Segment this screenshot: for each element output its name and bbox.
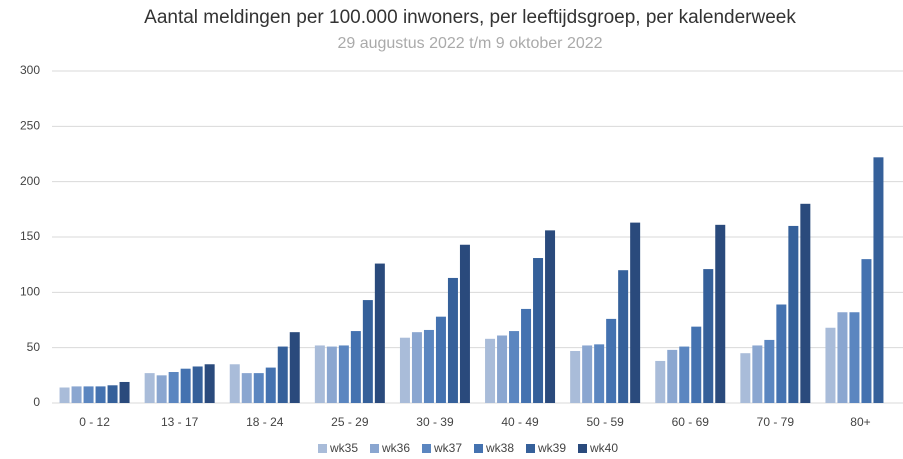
legend-swatch — [578, 444, 587, 453]
bar — [752, 345, 763, 403]
chart-subtitle: 29 augustus 2022 t/m 9 oktober 2022 — [337, 35, 602, 52]
x-tick-label: 80+ — [850, 415, 870, 429]
bar — [265, 367, 276, 403]
bar — [374, 263, 385, 403]
bar — [800, 203, 811, 403]
legend-label: wk37 — [433, 441, 462, 455]
x-tick-label: 60 - 69 — [672, 415, 710, 429]
x-tick-label: 50 - 59 — [586, 415, 624, 429]
bar — [655, 360, 666, 403]
bar — [350, 331, 361, 403]
bar — [715, 224, 726, 403]
chart-title: Aantal meldingen per 100.000 inwoners, p… — [144, 7, 796, 28]
bar — [241, 373, 252, 403]
legend-swatch — [474, 444, 483, 453]
x-tick-label: 0 - 12 — [79, 415, 110, 429]
y-tick-label: 0 — [33, 395, 40, 409]
x-tick-label: 25 - 29 — [331, 415, 369, 429]
bar — [83, 386, 94, 403]
bar — [691, 326, 702, 403]
bar — [618, 270, 629, 403]
bar — [764, 339, 775, 403]
bar — [630, 222, 641, 403]
bar — [606, 318, 617, 403]
y-tick-label: 150 — [20, 229, 40, 243]
x-tick-label: 18 - 24 — [246, 415, 284, 429]
bar — [545, 230, 556, 403]
legend-label: wk38 — [485, 441, 514, 455]
bar — [180, 368, 191, 403]
bar — [667, 349, 678, 403]
bar — [509, 331, 520, 403]
bar — [788, 225, 799, 403]
bar — [861, 259, 872, 403]
bar — [594, 344, 605, 403]
bar — [570, 350, 581, 403]
bar — [679, 346, 690, 403]
x-tick-label: 40 - 49 — [501, 415, 539, 429]
y-tick-label: 50 — [27, 340, 41, 354]
y-tick-label: 100 — [20, 285, 40, 299]
bar — [521, 308, 532, 403]
legend-swatch — [318, 444, 327, 453]
bar — [253, 373, 264, 403]
bar — [119, 381, 130, 403]
bar — [423, 329, 434, 403]
bar — [326, 346, 337, 403]
bar — [229, 364, 240, 403]
bar — [362, 300, 373, 403]
bar — [459, 244, 470, 403]
y-tick-label: 200 — [20, 174, 40, 188]
x-tick-label: 30 - 39 — [416, 415, 454, 429]
bar — [582, 345, 593, 403]
bar — [168, 372, 179, 403]
bar — [447, 277, 458, 403]
bar — [107, 385, 118, 403]
bar — [435, 316, 446, 403]
legend-label: wk39 — [537, 441, 566, 455]
bar — [95, 386, 106, 403]
bar — [411, 332, 422, 403]
bar — [314, 345, 325, 403]
bar — [497, 335, 508, 403]
bar — [192, 366, 203, 403]
legend-label: wk36 — [381, 441, 410, 455]
bar — [703, 269, 714, 403]
bar — [338, 345, 349, 403]
bar — [825, 327, 836, 403]
legend-label: wk40 — [589, 441, 618, 455]
bar — [837, 312, 848, 403]
y-tick-label: 300 — [20, 63, 40, 77]
x-tick-label: 13 - 17 — [161, 415, 199, 429]
bar — [71, 386, 82, 403]
y-tick-label: 250 — [20, 119, 40, 133]
bar — [277, 346, 288, 403]
bar — [204, 364, 215, 403]
x-tick-label: 70 - 79 — [757, 415, 795, 429]
bar — [533, 258, 544, 403]
bar — [289, 332, 300, 403]
bar — [399, 337, 410, 403]
bar — [59, 387, 70, 403]
legend-label: wk35 — [329, 441, 358, 455]
bar — [849, 312, 860, 403]
legend-swatch — [526, 444, 535, 453]
bar — [776, 304, 787, 403]
bar — [156, 375, 167, 403]
legend-swatch — [422, 444, 431, 453]
bar — [740, 353, 751, 403]
bar — [873, 157, 884, 403]
bar — [144, 373, 155, 403]
bar — [485, 338, 496, 403]
legend-swatch — [370, 444, 379, 453]
